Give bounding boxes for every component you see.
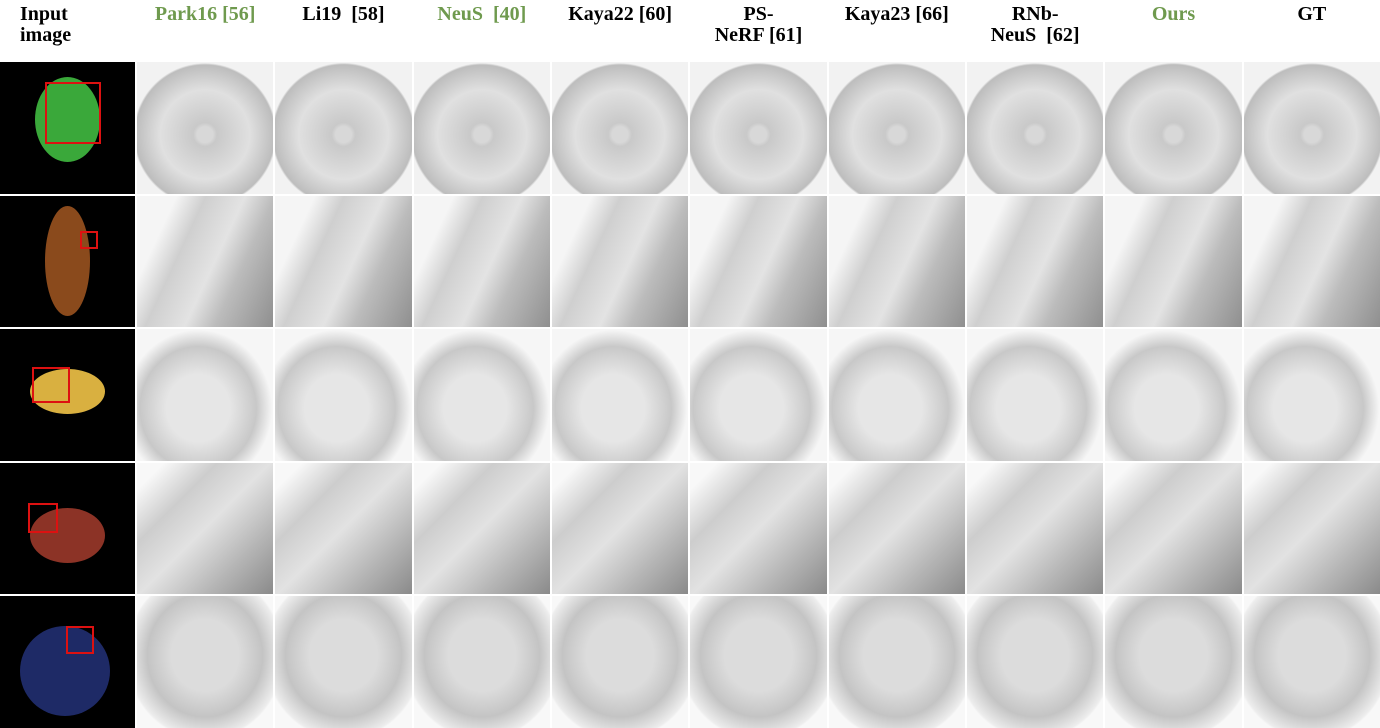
header-line: Ours [1105,4,1241,25]
header-line: PS- [690,4,826,25]
mesh-crop [829,463,965,595]
column-header: Kaya22 [60] [552,0,688,60]
mesh-crop [137,62,273,194]
column-header: Kaya23 [66] [829,0,965,60]
column-header: NeuS [40] [414,0,550,60]
mesh-crop [552,596,688,728]
input-thumbnail [0,596,135,728]
mesh-crop [137,463,273,595]
input-thumbnail [0,196,135,328]
column-header: Li19 [58] [275,0,411,60]
mesh-crop [967,62,1103,194]
mesh-crop [967,329,1103,461]
mesh-crop [1244,329,1380,461]
column-header: RNb-NeuS [62] [967,0,1103,60]
mesh-crop [414,596,550,728]
input-thumbnail [0,329,135,461]
header-line: GT [1244,4,1380,25]
mesh-crop [1105,596,1241,728]
mesh-crop [1244,596,1380,728]
mesh-crop [829,62,965,194]
header-line: NeuS [40] [414,4,550,25]
crop-box [45,82,101,144]
mesh-crop [1105,62,1241,194]
column-header: GT [1244,0,1380,60]
mesh-crop [275,62,411,194]
crop-box [28,503,58,533]
header-line: RNb- [967,4,1103,25]
mesh-crop [552,196,688,328]
header-line: Li19 [58] [275,4,411,25]
mesh-crop [275,596,411,728]
mesh-crop [967,596,1103,728]
mesh-crop [690,596,826,728]
mesh-crop [690,196,826,328]
mesh-crop [1244,463,1380,595]
mesh-crop [1105,463,1241,595]
mesh-crop [137,329,273,461]
mesh-crop [829,196,965,328]
mesh-crop [1105,196,1241,328]
column-header: PS-NeRF [61] [690,0,826,60]
header-line: Input [20,4,135,25]
header-line: Park16 [56] [137,4,273,25]
crop-box [66,626,94,654]
mesh-crop [552,329,688,461]
mesh-crop [967,463,1103,595]
column-header: Park16 [56] [137,0,273,60]
object [20,626,110,716]
mesh-crop [137,596,273,728]
mesh-crop [414,463,550,595]
mesh-crop [829,596,965,728]
header-line: NeRF [61] [690,25,826,46]
mesh-crop [275,463,411,595]
input-thumbnail [0,62,135,194]
mesh-crop [275,329,411,461]
column-header: Ours [1105,0,1241,60]
mesh-crop [1244,196,1380,328]
crop-box [80,231,98,249]
mesh-crop [414,62,550,194]
header-line: NeuS [62] [967,25,1103,46]
mesh-crop [275,196,411,328]
object [45,206,90,316]
header-line: Kaya23 [66] [829,4,965,25]
mesh-crop [1244,62,1380,194]
mesh-crop [1105,329,1241,461]
mesh-crop [552,62,688,194]
mesh-crop [414,196,550,328]
mesh-crop [829,329,965,461]
input-thumbnail [0,463,135,595]
header-line: image [20,25,135,46]
figure: InputimagePark16 [56]Li19 [58]NeuS [40]K… [0,0,1380,728]
crop-box [32,367,70,403]
header-line: Kaya22 [60] [552,4,688,25]
mesh-crop [967,196,1103,328]
mesh-crop [552,463,688,595]
mesh-crop [690,62,826,194]
mesh-crop [137,196,273,328]
mesh-crop [690,463,826,595]
mesh-crop [414,329,550,461]
mesh-crop [690,329,826,461]
